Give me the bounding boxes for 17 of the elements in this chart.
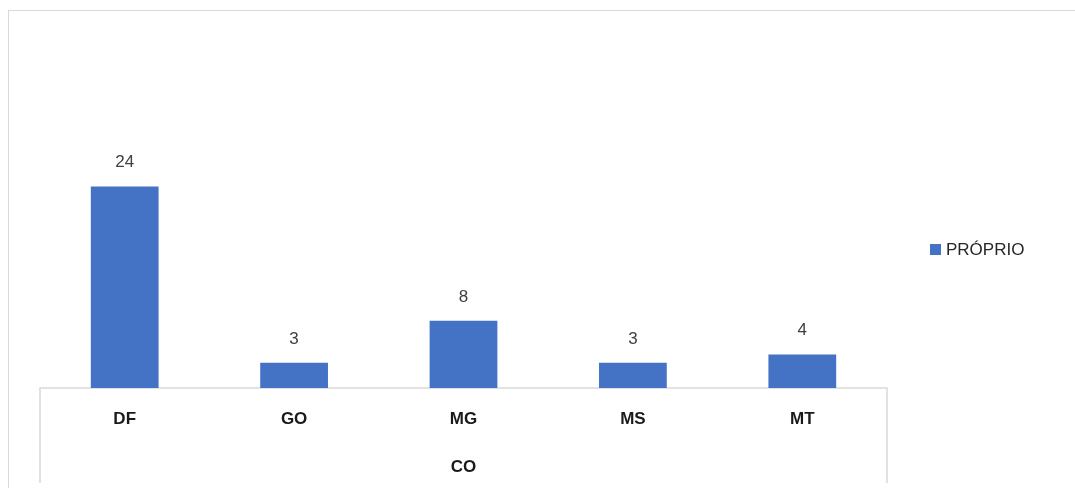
data-label: 4	[797, 320, 808, 340]
bar	[90, 186, 159, 388]
bar	[260, 362, 328, 388]
data-label: 3	[289, 328, 299, 348]
bar	[429, 320, 498, 388]
data-label: 3	[628, 328, 638, 348]
x-tick-label: MS	[620, 409, 646, 428]
bar	[768, 354, 837, 388]
bar	[599, 362, 667, 388]
x-tick-label: DF	[113, 409, 137, 428]
x-tick-label: MG	[449, 409, 478, 428]
x-tick-label: MT	[790, 409, 816, 428]
legend-label: PRÓPRIO	[946, 240, 1025, 259]
data-label: 8	[458, 286, 469, 306]
data-label: 24	[115, 152, 135, 172]
x-axis-title: CO	[450, 457, 477, 476]
x-tick-label: GO	[280, 409, 308, 428]
